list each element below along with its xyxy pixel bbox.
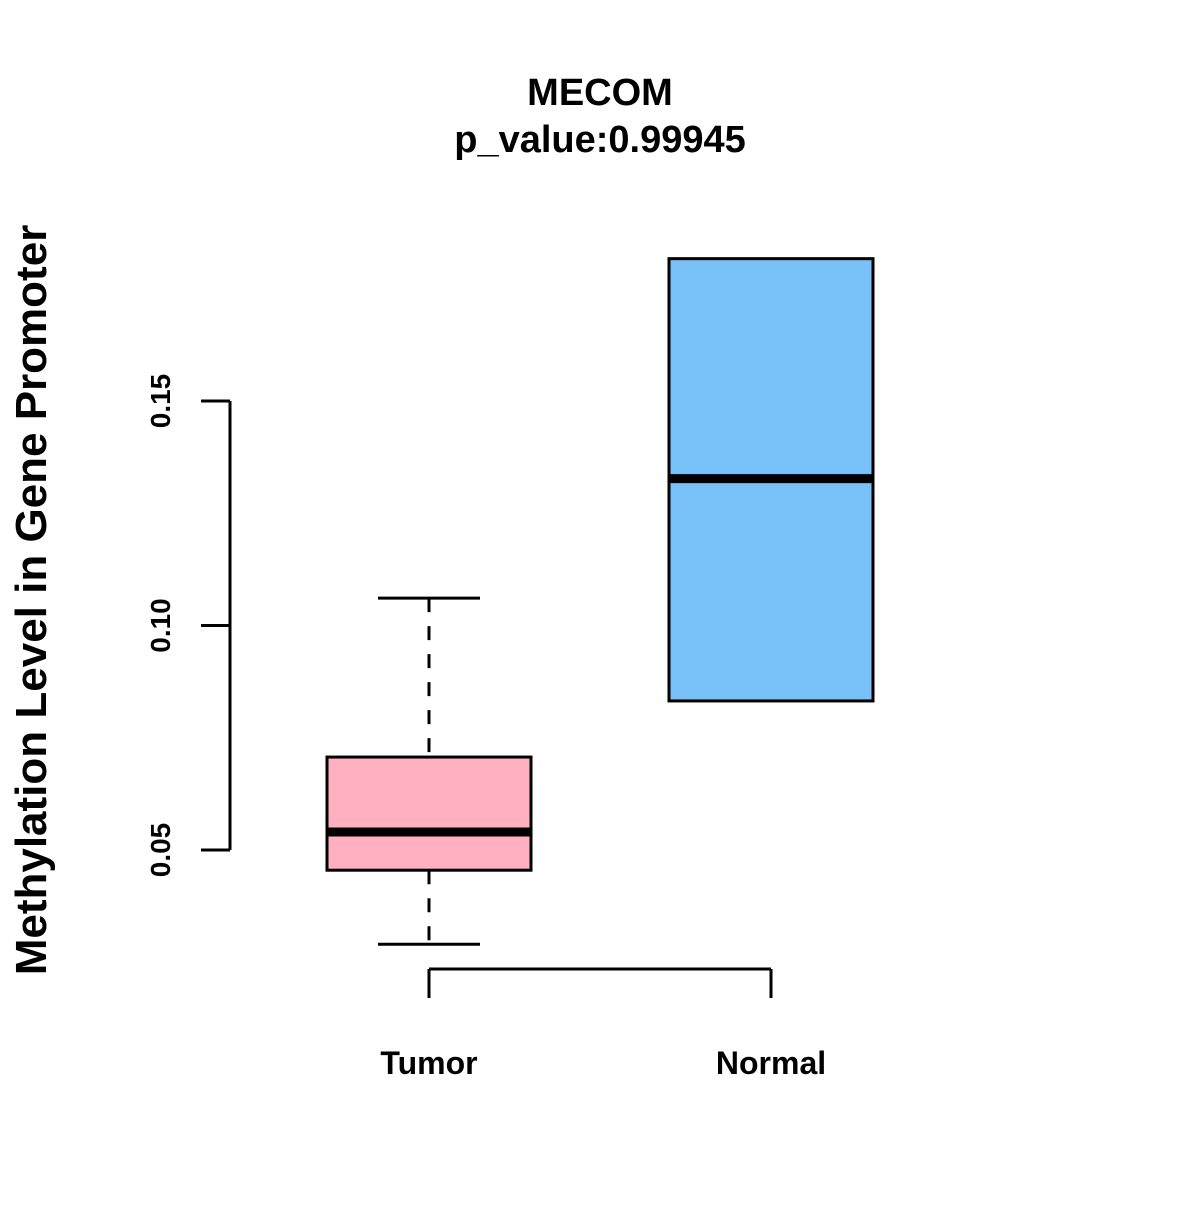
- y-tick-label-2: 0.15: [145, 374, 176, 429]
- chart-title: MECOM: [527, 72, 673, 114]
- plot-area: 0.05 0.10 0.15 Tumor Normal: [145, 257, 875, 1081]
- chart-subtitle: p_value:0.99945: [454, 119, 746, 161]
- y-tick-label-1: 0.10: [145, 598, 176, 653]
- y-tick-label-0: 0.05: [145, 823, 176, 878]
- tumor-box: [325, 755, 533, 872]
- x-tick-label-tumor: Tumor: [380, 1045, 477, 1081]
- x-tick-label-normal: Normal: [716, 1045, 826, 1081]
- y-axis-label: Methylation Level in Gene Promoter: [7, 225, 56, 976]
